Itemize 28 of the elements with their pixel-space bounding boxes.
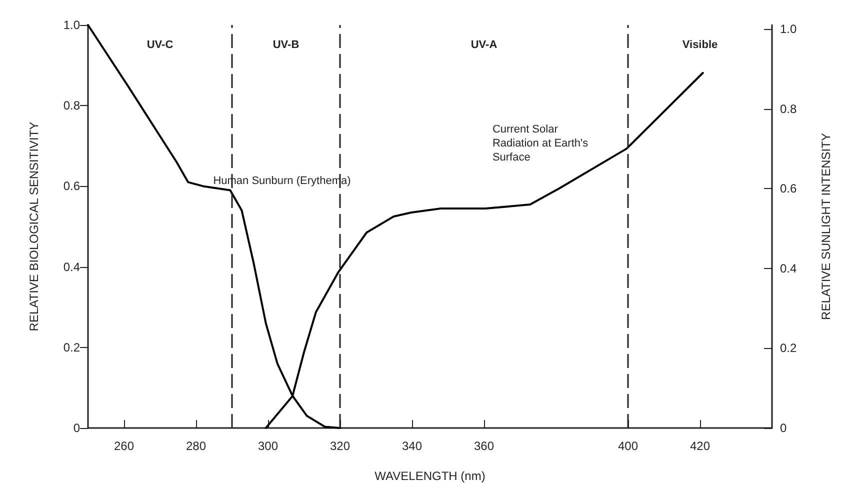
- y-tick-label: 0.2: [63, 340, 80, 354]
- x-tick-label: 340: [402, 439, 422, 453]
- annotation: UV-B: [272, 39, 300, 51]
- annotation: UV-C: [146, 39, 174, 51]
- x-tick-label: 260: [114, 439, 134, 453]
- y-tick-label: 0.6: [63, 179, 80, 194]
- y2-tick-label: 0.2: [780, 341, 798, 356]
- y-axis-title: RELATIVE BIOLOGICAL SENSITIVITY: [27, 122, 41, 332]
- y-tick-label: 1.0: [63, 18, 80, 32]
- y2-tick-label: 0.8: [780, 102, 798, 116]
- x-tick-label: 280: [186, 439, 206, 453]
- y-tick-label: 0.4: [63, 260, 80, 274]
- annotation: UV-A: [470, 39, 498, 51]
- x-tick-label: 300: [258, 439, 278, 453]
- y2-tick-label: 0.4: [780, 261, 798, 276]
- y2-tick-label: 1.0: [780, 22, 798, 36]
- y-tick-label: 0.8: [63, 98, 80, 113]
- annotation: Visible: [682, 39, 718, 51]
- x-tick-label: 360: [474, 439, 494, 453]
- y2-axis-title: RELATIVE SUNLIGHT INTENSITY: [819, 133, 833, 320]
- y-tick-label: 0: [73, 421, 80, 435]
- x-tick-label: 420: [690, 439, 710, 453]
- y2-tick-label: 0.6: [780, 182, 798, 196]
- x-tick-label: 400: [618, 439, 638, 453]
- y2-tick-label: 0: [780, 421, 787, 435]
- series-label: Current Solar Radiation at Earth's Surface: [492, 124, 592, 164]
- x-tick-label: 320: [330, 439, 350, 453]
- x-axis-title: WAVELENGTH (nm): [374, 469, 486, 483]
